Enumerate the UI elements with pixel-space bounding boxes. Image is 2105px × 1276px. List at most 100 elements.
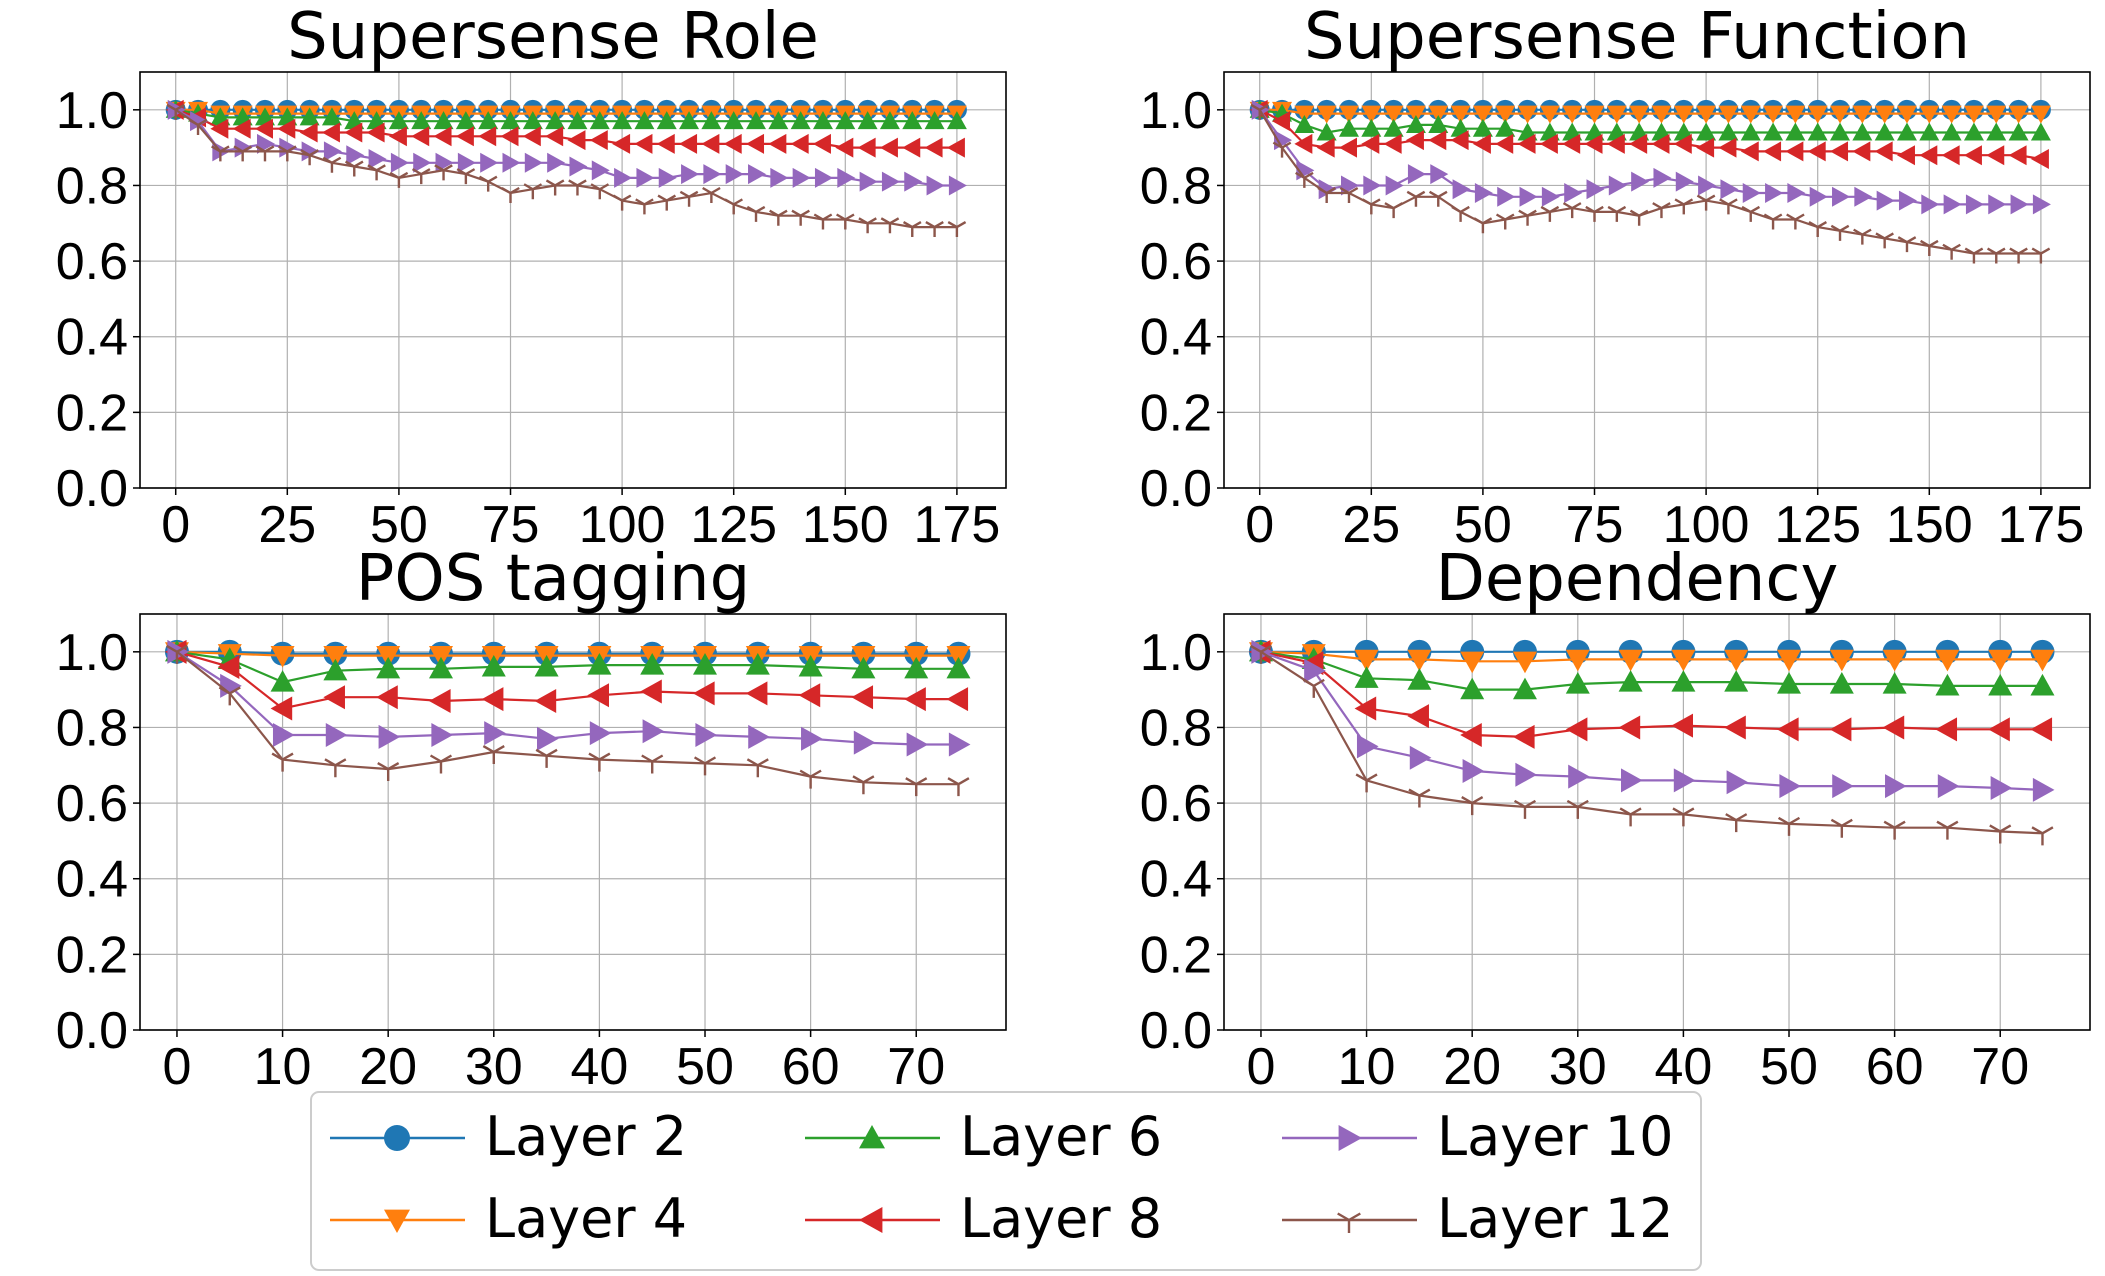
- data-point: [724, 198, 743, 215]
- data-point: [1935, 673, 1960, 696]
- x-tick-label: 0: [163, 1038, 192, 1096]
- data-point: [1385, 175, 1404, 196]
- y-tick-label: 0.6: [1140, 775, 1212, 833]
- data-point: [1294, 133, 1313, 154]
- data-point: [904, 646, 929, 668]
- data-point: [534, 688, 557, 713]
- data-point: [1719, 198, 1738, 215]
- data-point: [1919, 145, 1938, 166]
- x-tick-label: 150: [1886, 496, 1973, 554]
- data-point: [679, 190, 699, 207]
- data-point: [344, 122, 363, 143]
- series-layer-12: [1250, 103, 2051, 264]
- series-layer-8: [164, 639, 969, 721]
- data-point: [1383, 105, 1404, 124]
- x-tick-label: 10: [254, 1038, 312, 1096]
- data-point: [1875, 232, 1894, 249]
- data-point: [376, 646, 401, 668]
- data-point: [723, 133, 742, 154]
- data-point: [270, 646, 295, 668]
- data-point: [1763, 122, 1784, 141]
- data-point: [1428, 130, 1447, 151]
- data-point: [612, 133, 631, 154]
- legend-marker: [384, 1125, 410, 1151]
- y-tick-label: 0.6: [56, 775, 128, 833]
- data-point: [1779, 774, 1802, 799]
- y-tick-label: 1.0: [1140, 624, 1212, 682]
- data-point: [2008, 145, 2027, 166]
- data-point: [1584, 133, 1603, 154]
- data-point: [1629, 133, 1648, 154]
- data-point: [1724, 670, 1749, 692]
- data-point: [612, 111, 633, 130]
- data-point: [1540, 205, 1560, 222]
- data-point: [1832, 186, 1851, 207]
- data-point: [1920, 239, 1939, 256]
- data-point: [536, 726, 559, 751]
- data-point: [2031, 247, 2051, 264]
- legend-label: Layer 4: [485, 1187, 687, 1250]
- data-point: [1354, 649, 1379, 672]
- legend-marker: [859, 1125, 885, 1149]
- series-line: [1260, 650, 2043, 663]
- series-layer-10: [167, 639, 971, 757]
- legend-item-layer-12: Layer 12: [1282, 1187, 1673, 1250]
- data-point: [1428, 114, 1449, 133]
- x-tick-label: 175: [1998, 496, 2085, 554]
- data-point: [545, 111, 566, 130]
- legend-marker: [1337, 1212, 1361, 1233]
- data-point: [2032, 194, 2051, 215]
- data-point: [702, 186, 721, 204]
- subplot-supersense-function: Supersense Function 0 25 50 75 100 125 150 175 0…: [1140, 0, 2091, 554]
- series-layer-4: [1249, 101, 2051, 124]
- data-point: [188, 118, 208, 135]
- data-point: [1541, 186, 1560, 207]
- data-point: [695, 723, 718, 748]
- data-point: [924, 111, 945, 130]
- subplot-supersense-role: Supersense Role 0 25 50 75 100 125 150 175 0.0 0.…: [56, 0, 1007, 554]
- data-point: [835, 111, 856, 130]
- data-point: [1809, 186, 1828, 207]
- data-point: [1629, 105, 1650, 124]
- data-point: [851, 656, 876, 679]
- data-point: [642, 719, 665, 744]
- legend-label: Layer 8: [960, 1187, 1162, 1250]
- data-point: [277, 118, 296, 139]
- y-tick-label: 1.0: [56, 624, 128, 682]
- data-point: [587, 683, 610, 708]
- data-point: [798, 654, 823, 677]
- data-point: [545, 179, 565, 196]
- data-point: [1718, 105, 1739, 124]
- data-point: [1740, 141, 1759, 162]
- x-tick-label: 30: [1549, 1038, 1607, 1096]
- series-line: [1260, 650, 2043, 835]
- data-point: [272, 723, 295, 748]
- data-point: [1696, 105, 1717, 124]
- x-tick-label: 20: [1443, 1038, 1501, 1096]
- data-point: [1513, 799, 1537, 819]
- data-point: [1338, 137, 1357, 158]
- data-point: [857, 137, 876, 158]
- data-point: [813, 213, 833, 230]
- data-point: [1629, 209, 1649, 226]
- data-point: [1807, 105, 1828, 124]
- data-point: [433, 111, 454, 130]
- data-point: [1874, 141, 1893, 162]
- data-point: [801, 726, 823, 751]
- data-point: [299, 122, 318, 143]
- data-point: [587, 653, 612, 675]
- series-line: [1260, 650, 2043, 739]
- data-point: [1854, 186, 1873, 207]
- data-point: [1742, 183, 1761, 204]
- data-point: [279, 137, 298, 158]
- data-point: [1383, 133, 1402, 154]
- chart-title: Supersense Function: [1304, 0, 1970, 74]
- series-line: [176, 650, 959, 684]
- legend-label: Layer 10: [1437, 1105, 1673, 1168]
- y-tick-label: 0.2: [1140, 384, 1212, 442]
- data-point: [1896, 145, 1915, 166]
- data-point: [1272, 141, 1292, 158]
- data-point: [2030, 148, 2049, 169]
- data-point: [588, 752, 611, 772]
